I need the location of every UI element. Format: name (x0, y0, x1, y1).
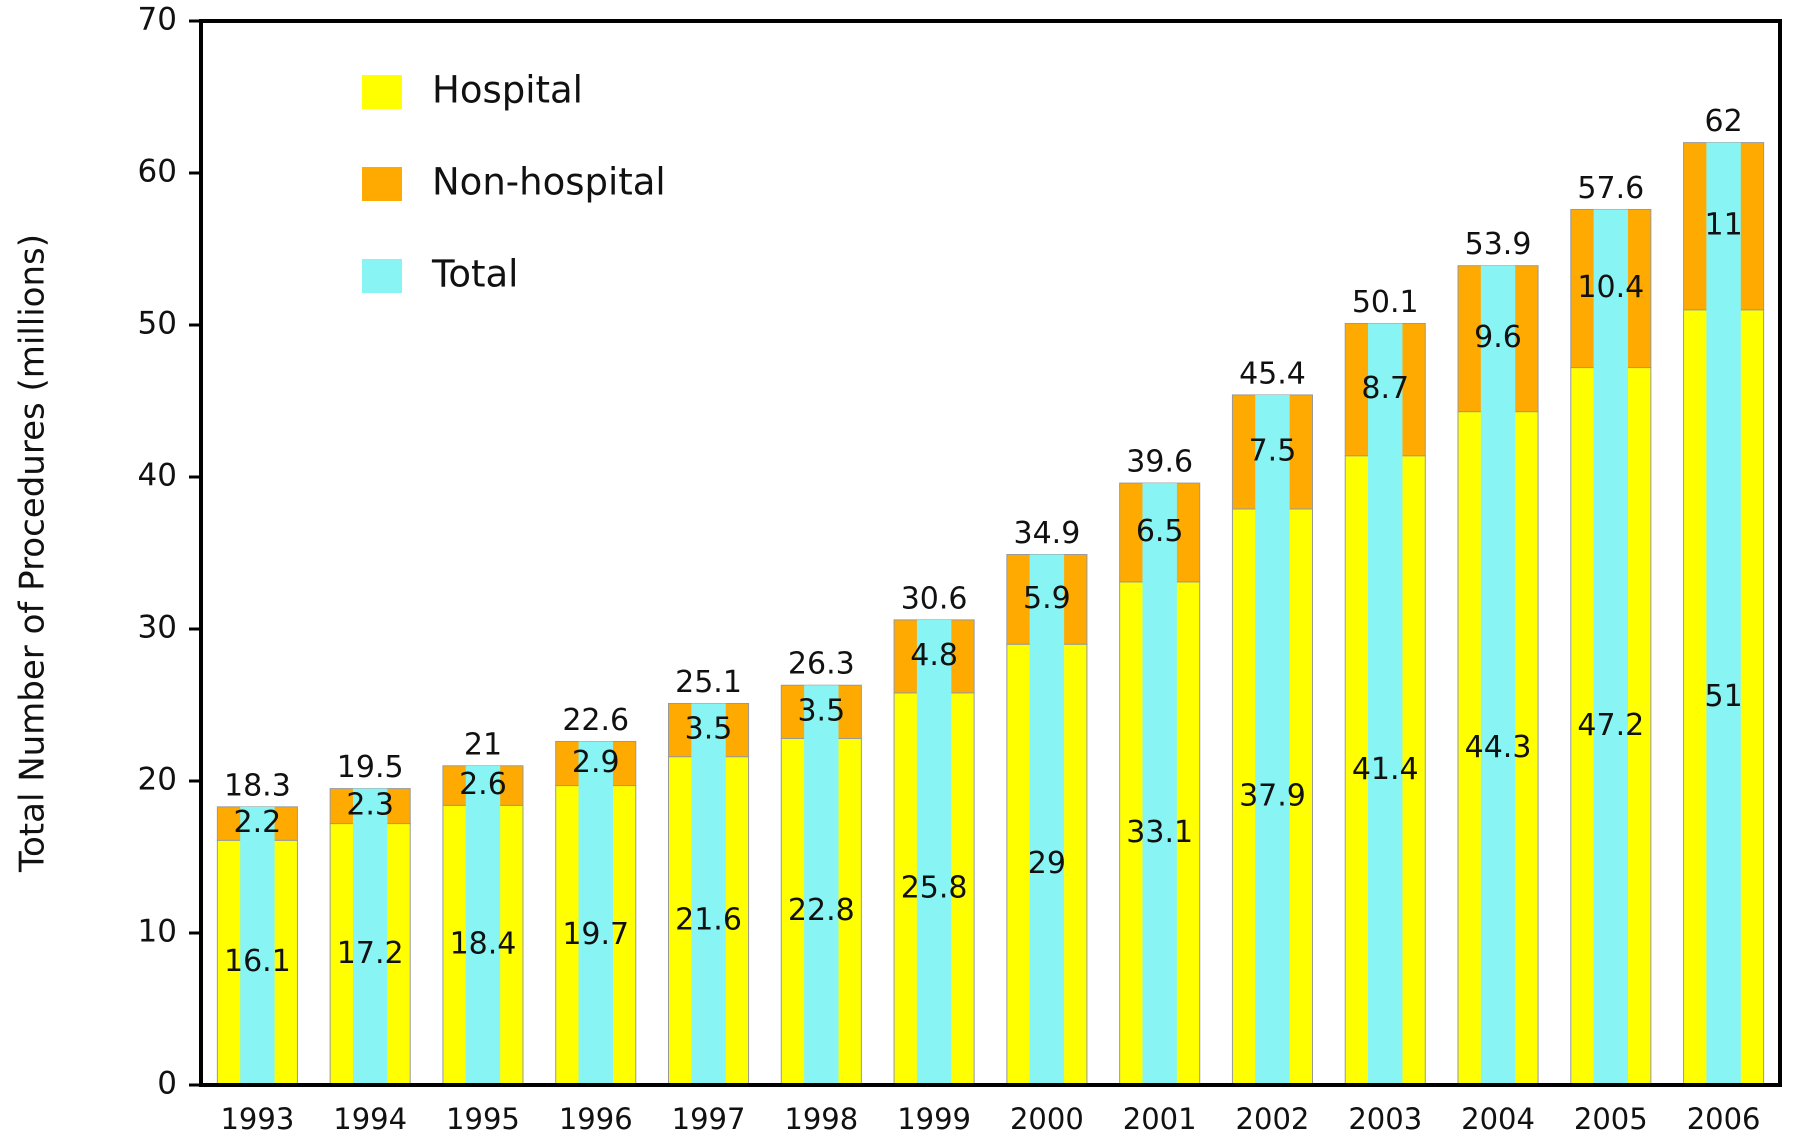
y-tick-label: 40 (138, 458, 177, 494)
value-label: 62 (1705, 104, 1743, 139)
total-bar (578, 741, 613, 1085)
x-tick-label: 1995 (446, 1102, 520, 1136)
x-tick-label: 1998 (784, 1102, 858, 1136)
total-bar (804, 685, 839, 1085)
total-bar (1255, 394, 1290, 1085)
x-tick-label: 2003 (1348, 1102, 1422, 1136)
total-bar (1480, 265, 1516, 1086)
total-bar (1593, 209, 1629, 1086)
value-label: 25.1 (675, 665, 742, 700)
value-label: 9.6 (1474, 320, 1522, 355)
total-bar (916, 619, 952, 1085)
value-label: 17.2 (337, 936, 404, 971)
value-label: 3.5 (685, 712, 733, 747)
value-label: 11 (1705, 208, 1743, 243)
value-label: 53.9 (1465, 227, 1532, 262)
value-label: 3.5 (797, 693, 845, 728)
value-label: 5.9 (1023, 581, 1071, 616)
x-tick-label: 2004 (1461, 1102, 1535, 1136)
value-label: 7.5 (1249, 433, 1297, 468)
x-tick-label: 2001 (1123, 1102, 1197, 1136)
value-label: 25.8 (901, 870, 968, 905)
y-tick-label: 30 (138, 610, 177, 646)
x-tick-label: 1993 (220, 1102, 294, 1136)
value-label: 21.6 (675, 902, 742, 937)
value-label: 18.3 (224, 768, 291, 803)
value-label: 37.9 (1239, 778, 1306, 813)
value-label: 50.1 (1352, 285, 1419, 320)
value-label: 2.2 (234, 805, 282, 840)
total-bar (1142, 483, 1177, 1086)
value-label: 22.8 (788, 893, 855, 928)
y-tick-label: 20 (138, 762, 177, 798)
value-label: 2.6 (459, 767, 507, 802)
value-label: 39.6 (1126, 445, 1193, 480)
value-label: 41.4 (1352, 752, 1419, 787)
y-tick-label: 50 (138, 306, 177, 342)
value-label: 47.2 (1577, 708, 1644, 743)
value-label: 29 (1028, 846, 1066, 881)
value-label: 18.4 (450, 927, 517, 962)
value-label: 45.4 (1239, 356, 1306, 391)
legend-label: Hospital (432, 69, 583, 112)
total-bar (691, 703, 726, 1085)
value-label: 19.7 (562, 917, 629, 952)
total-bar (465, 765, 501, 1085)
plot-frame (199, 19, 1782, 1087)
x-tick-label: 2000 (1010, 1102, 1084, 1136)
y-tick-label: 70 (138, 2, 177, 38)
value-label: 8.7 (1361, 371, 1409, 406)
x-tick-label: 1999 (897, 1102, 971, 1136)
value-label: 10.4 (1577, 270, 1644, 305)
value-label: 2.9 (572, 745, 620, 780)
x-tick-label: 1996 (559, 1102, 633, 1136)
x-tick-label: 2006 (1687, 1102, 1761, 1136)
total-bar (1029, 554, 1065, 1085)
legend-label: Non-hospital (432, 161, 666, 204)
value-label: 33.1 (1126, 815, 1193, 850)
value-label: 51 (1705, 679, 1743, 714)
legend-swatch (362, 167, 402, 201)
y-axis-label: Total Number of Procedures (millions) (13, 234, 53, 873)
x-tick-label: 1994 (333, 1102, 407, 1136)
x-tick-label: 1997 (672, 1102, 746, 1136)
value-label: 21 (464, 727, 502, 762)
value-label: 34.9 (1013, 516, 1080, 551)
value-label: 19.5 (337, 750, 404, 785)
total-bar (1706, 142, 1741, 1086)
value-label: 22.6 (562, 703, 629, 738)
total-bar (1368, 323, 1403, 1086)
legend-swatch (362, 259, 402, 293)
legend-label: Total (431, 253, 518, 296)
value-label: 4.8 (910, 638, 958, 673)
value-label: 2.3 (346, 788, 394, 823)
value-label: 16.1 (224, 944, 291, 979)
x-tick-label: 2005 (1574, 1102, 1648, 1136)
value-label: 44.3 (1465, 730, 1532, 765)
y-tick-label: 0 (157, 1066, 177, 1102)
y-tick-label: 10 (138, 914, 177, 950)
total-bar (240, 806, 275, 1085)
value-label: 6.5 (1136, 514, 1184, 549)
value-label: 26.3 (788, 647, 855, 682)
legend-swatch (362, 75, 402, 109)
total-bar (352, 788, 388, 1085)
value-label: 57.6 (1577, 171, 1644, 206)
value-label: 30.6 (901, 581, 968, 616)
x-tick-label: 2002 (1236, 1102, 1310, 1136)
y-tick-label: 60 (138, 154, 177, 190)
